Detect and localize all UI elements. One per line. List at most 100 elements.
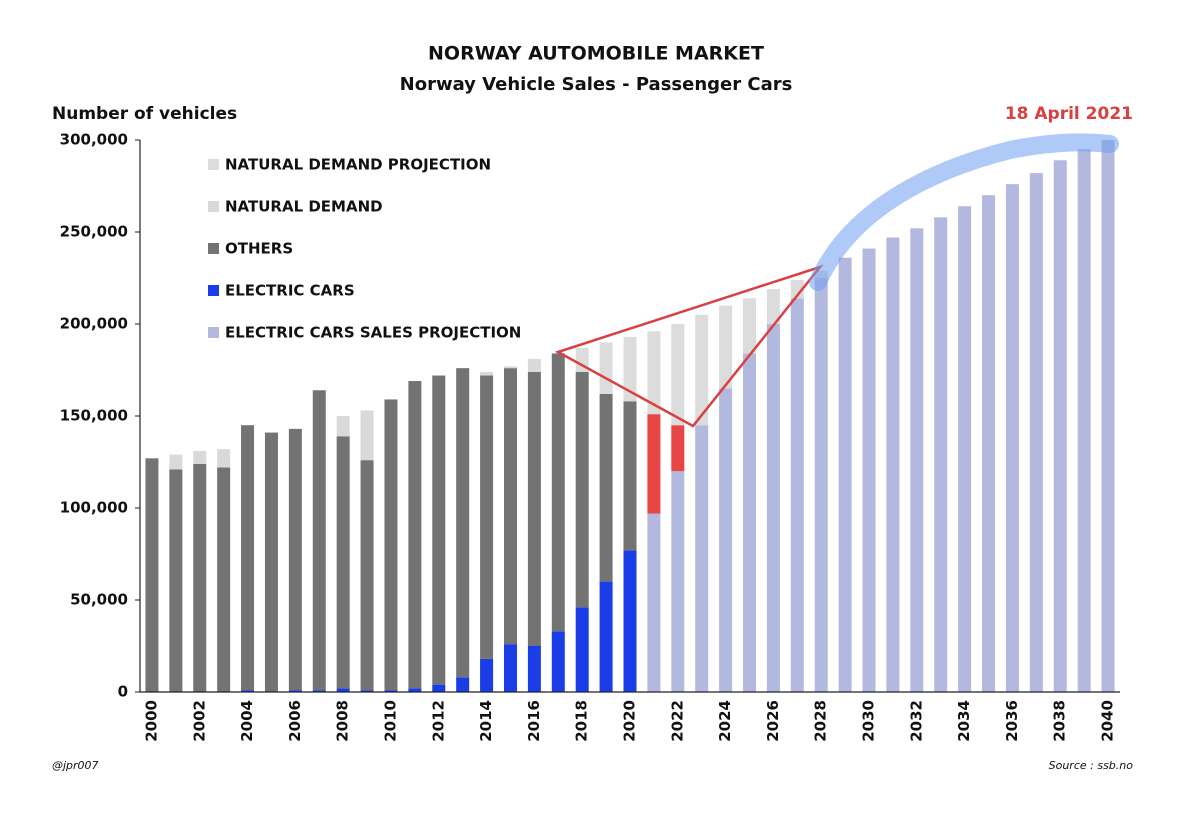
highlight-stroke	[809, 133, 1119, 291]
gap-triangle	[554, 264, 824, 428]
x-tick-label: 2014	[477, 700, 495, 742]
x-tick-label: 2000	[142, 700, 160, 742]
bar-segment	[719, 388, 733, 692]
bar-segment	[790, 279, 804, 299]
x-tick-label: 2036	[1003, 700, 1021, 742]
bar-segment	[360, 690, 374, 692]
bar-segment	[1029, 173, 1043, 692]
x-tick-label: 2008	[334, 700, 352, 742]
bar-segment	[623, 401, 637, 551]
legend-swatch	[208, 285, 219, 296]
bar-segment	[456, 677, 470, 692]
bar-segment	[241, 425, 255, 691]
bar-segment	[527, 358, 541, 372]
bar-segment	[934, 217, 948, 692]
x-tick-label: 2016	[525, 700, 543, 742]
bar-segment	[599, 393, 613, 582]
y-tick-label: 150,000	[60, 407, 128, 425]
bar-segment	[145, 458, 159, 692]
bar-segment	[671, 324, 685, 426]
bar-segment	[647, 414, 661, 514]
x-tick-label: 2022	[668, 700, 686, 742]
bar-segment	[503, 644, 517, 692]
bar-segment	[527, 371, 541, 646]
bar-segment	[719, 305, 733, 389]
y-tick-label: 250,000	[60, 223, 128, 241]
y-tick-label: 0	[118, 683, 128, 701]
y-tick-label: 200,000	[60, 315, 128, 333]
bar-segment	[384, 399, 398, 691]
bar-segment	[551, 353, 565, 632]
bar-segment	[623, 550, 637, 692]
bar-segment	[982, 195, 996, 692]
bar-segment	[599, 581, 613, 692]
bar-segment	[169, 469, 183, 692]
bar-segment	[527, 646, 541, 692]
bar-segment	[217, 449, 231, 468]
bar-segment	[241, 690, 255, 692]
bar-segment	[575, 607, 589, 692]
y-tick-label: 50,000	[70, 591, 128, 609]
bar-segment	[743, 298, 757, 354]
bar-segment	[408, 688, 422, 692]
author: @jpr007	[52, 759, 99, 772]
bar-segment	[743, 353, 757, 692]
legend-label: OTHERS	[225, 240, 293, 258]
bar-segment	[336, 688, 350, 692]
x-tick-label: 2004	[238, 700, 256, 742]
bar-segment	[575, 371, 589, 608]
bar-segment	[312, 690, 326, 692]
bar-segment	[623, 336, 637, 402]
bar-segment	[695, 314, 709, 426]
x-tick-label: 2002	[190, 700, 208, 742]
bar-segment	[671, 425, 685, 472]
legend-swatch	[208, 327, 219, 338]
bar-segment	[408, 381, 422, 689]
legend-label: NATURAL DEMAND	[225, 198, 383, 216]
bar-segment	[384, 690, 398, 692]
y-tick-label: 300,000	[60, 131, 128, 149]
bar-segment	[1053, 160, 1067, 693]
bar-segment	[647, 513, 661, 692]
bar-segment	[647, 331, 661, 415]
x-tick-label: 2024	[716, 700, 734, 742]
x-tick-label: 2026	[764, 700, 782, 742]
bar-segment	[503, 368, 517, 645]
bar-segment	[695, 425, 709, 692]
y-tick-label: 100,000	[60, 499, 128, 517]
bar-segment	[193, 450, 207, 464]
bar-segment	[432, 375, 446, 685]
bars	[145, 140, 1115, 693]
legend-label: ELECTRIC CARS	[225, 282, 355, 300]
x-tick-label: 2028	[812, 700, 830, 742]
bar-segment	[480, 658, 494, 692]
bar-segment	[814, 278, 828, 692]
legend: NATURAL DEMAND PROJECTION NATURAL DEMAND O…	[208, 156, 521, 342]
x-tick-label: 2030	[860, 700, 878, 742]
bar-segment	[336, 436, 350, 689]
x-tick-label: 2038	[1051, 700, 1069, 742]
bar-segment	[312, 390, 326, 691]
bar-segment	[480, 371, 494, 376]
x-tick-label: 2020	[621, 700, 639, 742]
bar-segment	[503, 366, 517, 369]
x-tick-label: 2012	[429, 700, 447, 742]
bar-segment	[456, 368, 470, 678]
chart-title: NORWAY AUTOMOBILE MARKET	[428, 43, 764, 65]
bar-segment	[1077, 149, 1091, 692]
legend-swatch	[208, 159, 219, 170]
x-tick-label: 2032	[907, 700, 925, 742]
bar-segment	[790, 298, 804, 692]
bar-segment	[360, 460, 374, 691]
source: Source : ssb.no	[1049, 759, 1134, 772]
x-tick-label: 2010	[381, 700, 399, 742]
bar-segment	[766, 289, 780, 324]
legend-label: ELECTRIC CARS SALES PROJECTION	[225, 324, 521, 342]
bar-segment	[336, 416, 350, 437]
bar-segment	[838, 257, 852, 692]
chart-subtitle: Norway Vehicle Sales - Passenger Cars	[400, 74, 793, 95]
bar-segment	[288, 690, 302, 692]
bar-segment	[671, 471, 685, 692]
bar-segment	[432, 684, 446, 692]
